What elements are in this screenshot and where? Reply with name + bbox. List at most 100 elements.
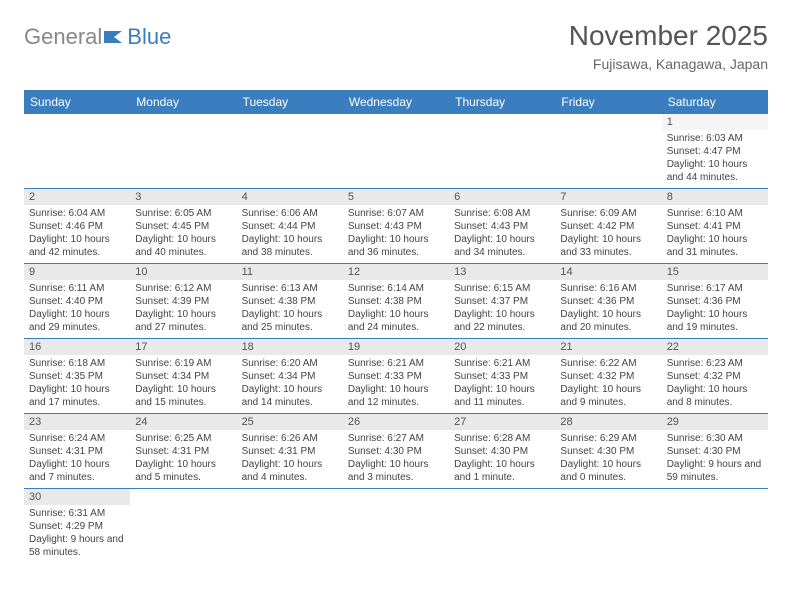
calendar-cell: 23Sunrise: 6:24 AMSunset: 4:31 PMDayligh… — [24, 414, 130, 489]
day-details: Sunrise: 6:15 AMSunset: 4:37 PMDaylight:… — [454, 282, 550, 334]
day-number: 13 — [449, 264, 555, 280]
daylight-text: Daylight: 10 hours and 5 minutes. — [135, 458, 231, 484]
weekday-header: Saturday — [662, 90, 768, 114]
sunset-text: Sunset: 4:47 PM — [667, 145, 763, 158]
calendar-cell: 13 Sunrise: 6:15 AMSunset: 4:37 PMDayligh… — [449, 264, 555, 339]
sunrise-text: Sunrise: 6:03 AM — [667, 132, 763, 145]
day-details: Sunrise: 6:27 AMSunset: 4:30 PMDaylight:… — [348, 432, 444, 484]
calendar-cell: 22Sunrise: 6:23 AMSunset: 4:32 PMDayligh… — [662, 339, 768, 414]
sunrise-text: Sunrise: 6:11 AM — [29, 282, 125, 295]
sunset-text: Sunset: 4:31 PM — [242, 445, 338, 458]
calendar-cell: 26 Sunrise: 6:27 AMSunset: 4:30 PMDayligh… — [343, 414, 449, 489]
sunset-text: Sunset: 4:40 PM — [29, 295, 125, 308]
daylight-text: Daylight: 10 hours and 8 minutes. — [667, 383, 763, 409]
daylight-text: Daylight: 10 hours and 22 minutes. — [454, 308, 550, 334]
calendar-cell: 1Sunrise: 6:03 AMSunset: 4:47 PMDaylight… — [662, 114, 768, 189]
calendar-cell: 14Sunrise: 6:16 AMSunset: 4:36 PMDayligh… — [555, 264, 661, 339]
sunset-text: Sunset: 4:31 PM — [135, 445, 231, 458]
sunrise-text: Sunrise: 6:08 AM — [454, 207, 550, 220]
daylight-text: Daylight: 10 hours and 44 minutes. — [667, 158, 763, 184]
day-details: Sunrise: 6:04 AMSunset: 4:46 PMDaylight:… — [29, 207, 125, 259]
day-number: 3 — [130, 189, 236, 205]
day-details: Sunrise: 6:28 AMSunset: 4:30 PMDaylight:… — [454, 432, 550, 484]
daylight-text: Daylight: 10 hours and 24 minutes. — [348, 308, 444, 334]
sunrise-text: Sunrise: 6:22 AM — [560, 357, 656, 370]
day-number: 27 — [449, 414, 555, 430]
day-details: Sunrise: 6:22 AMSunset: 4:32 PMDaylight:… — [560, 357, 656, 409]
daylight-text: Daylight: 10 hours and 11 minutes. — [454, 383, 550, 409]
day-number: 26 — [343, 414, 449, 430]
weekday-header: Tuesday — [237, 90, 343, 114]
daylight-text: Daylight: 10 hours and 20 minutes. — [560, 308, 656, 334]
daylight-text: Daylight: 10 hours and 31 minutes. — [667, 233, 763, 259]
daylight-text: Daylight: 10 hours and 4 minutes. — [242, 458, 338, 484]
day-details: Sunrise: 6:17 AMSunset: 4:36 PMDaylight:… — [667, 282, 763, 334]
day-number: 28 — [555, 414, 661, 430]
weekday-header: Thursday — [449, 90, 555, 114]
day-number: 21 — [555, 339, 661, 355]
sunrise-text: Sunrise: 6:29 AM — [560, 432, 656, 445]
sunset-text: Sunset: 4:34 PM — [242, 370, 338, 383]
sunset-text: Sunset: 4:34 PM — [135, 370, 231, 383]
calendar-cell: . — [130, 114, 236, 189]
sunset-text: Sunset: 4:43 PM — [454, 220, 550, 233]
day-number: 24 — [130, 414, 236, 430]
sunset-text: Sunset: 4:30 PM — [454, 445, 550, 458]
sunrise-text: Sunrise: 6:17 AM — [667, 282, 763, 295]
sunrise-text: Sunrise: 6:04 AM — [29, 207, 125, 220]
calendar-cell: 25Sunrise: 6:26 AMSunset: 4:31 PMDayligh… — [237, 414, 343, 489]
day-details: Sunrise: 6:23 AMSunset: 4:32 PMDaylight:… — [667, 357, 763, 409]
calendar-cell: 2Sunrise: 6:04 AMSunset: 4:46 PMDaylight… — [24, 189, 130, 264]
weekday-header: Wednesday — [343, 90, 449, 114]
calendar-cell: 10Sunrise: 6:12 AMSunset: 4:39 PMDayligh… — [130, 264, 236, 339]
calendar-cell: 5Sunrise: 6:07 AMSunset: 4:43 PMDaylight… — [343, 189, 449, 264]
sunset-text: Sunset: 4:31 PM — [29, 445, 125, 458]
calendar-cell: 3Sunrise: 6:05 AMSunset: 4:45 PMDaylight… — [130, 189, 236, 264]
calendar-cell: 18Sunrise: 6:20 AMSunset: 4:34 PMDayligh… — [237, 339, 343, 414]
day-number: 9 — [24, 264, 130, 280]
day-details: Sunrise: 6:08 AMSunset: 4:43 PMDaylight:… — [454, 207, 550, 259]
calendar-body: ......1Sunrise: 6:03 AMSunset: 4:47 PMDa… — [24, 114, 768, 563]
calendar-cell: 4 Sunrise: 6:06 AMSunset: 4:44 PMDaylight… — [237, 189, 343, 264]
day-details: Sunrise: 6:20 AMSunset: 4:34 PMDaylight:… — [242, 357, 338, 409]
calendar-cell: 19Sunrise: 6:21 AMSunset: 4:33 PMDayligh… — [343, 339, 449, 414]
day-details: Sunrise: 6:06 AMSunset: 4:44 PMDaylight:… — [242, 207, 338, 259]
daylight-text: Daylight: 10 hours and 19 minutes. — [667, 308, 763, 334]
calendar-cell: 12Sunrise: 6:14 AMSunset: 4:38 PMDayligh… — [343, 264, 449, 339]
logo-text-1: General — [24, 24, 102, 50]
calendar-cell: . — [449, 489, 555, 564]
sunrise-text: Sunrise: 6:23 AM — [667, 357, 763, 370]
calendar-table: SundayMondayTuesdayWednesdayThursdayFrid… — [24, 90, 768, 563]
day-details: Sunrise: 6:09 AMSunset: 4:42 PMDaylight:… — [560, 207, 656, 259]
sunrise-text: Sunrise: 6:18 AM — [29, 357, 125, 370]
day-details: Sunrise: 6:21 AMSunset: 4:33 PMDaylight:… — [454, 357, 550, 409]
day-number: 6 — [449, 189, 555, 205]
sunset-text: Sunset: 4:30 PM — [667, 445, 763, 458]
calendar-row: ......1Sunrise: 6:03 AMSunset: 4:47 PMDa… — [24, 114, 768, 189]
day-number: 11 — [237, 264, 343, 280]
day-number: 14 — [555, 264, 661, 280]
logo-text-2: Blue — [127, 24, 171, 50]
flag-icon — [104, 29, 126, 45]
sunset-text: Sunset: 4:36 PM — [667, 295, 763, 308]
daylight-text: Daylight: 10 hours and 25 minutes. — [242, 308, 338, 334]
sunset-text: Sunset: 4:37 PM — [454, 295, 550, 308]
day-number: 4 — [237, 189, 343, 205]
calendar-cell: 29Sunrise: 6:30 AMSunset: 4:30 PMDayligh… — [662, 414, 768, 489]
day-number: 19 — [343, 339, 449, 355]
page-title: November 2025 — [569, 20, 768, 52]
weekday-header: Friday — [555, 90, 661, 114]
sunset-text: Sunset: 4:32 PM — [560, 370, 656, 383]
day-number: 16 — [24, 339, 130, 355]
calendar-cell: . — [662, 489, 768, 564]
sunrise-text: Sunrise: 6:30 AM — [667, 432, 763, 445]
sunrise-text: Sunrise: 6:25 AM — [135, 432, 231, 445]
sunset-text: Sunset: 4:38 PM — [348, 295, 444, 308]
sunrise-text: Sunrise: 6:13 AM — [242, 282, 338, 295]
calendar-row: 23Sunrise: 6:24 AMSunset: 4:31 PMDayligh… — [24, 414, 768, 489]
calendar-cell: . — [24, 114, 130, 189]
day-details: Sunrise: 6:11 AMSunset: 4:40 PMDaylight:… — [29, 282, 125, 334]
day-details: Sunrise: 6:19 AMSunset: 4:34 PMDaylight:… — [135, 357, 231, 409]
day-number: 10 — [130, 264, 236, 280]
sunset-text: Sunset: 4:44 PM — [242, 220, 338, 233]
